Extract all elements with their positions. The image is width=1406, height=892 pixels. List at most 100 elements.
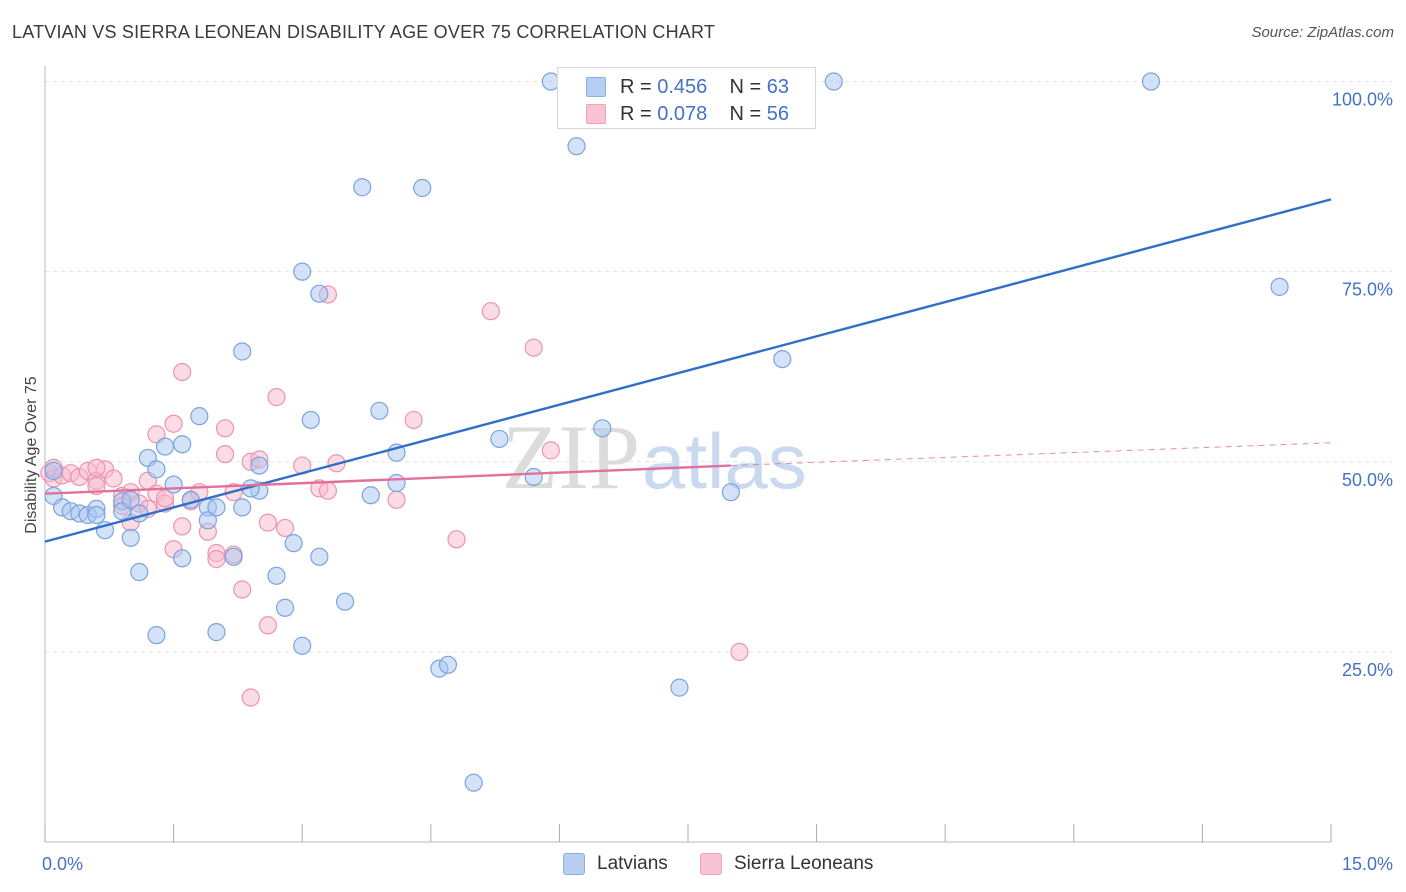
data-point-latvian	[233, 342, 252, 361]
data-point-latvian	[567, 137, 586, 156]
data-point-latvian	[670, 678, 689, 697]
data-point-latvian	[824, 72, 843, 91]
legend-label-sierra-leoneans: Sierra Leoneans	[734, 853, 874, 874]
data-point-latvian	[147, 626, 166, 645]
data-point-latvian	[224, 547, 243, 566]
data-point-latvian	[593, 419, 612, 438]
legend-n-value: 63	[766, 75, 790, 98]
legend-r-label: R =	[620, 75, 658, 98]
y-tick-label: 50.0%	[1342, 470, 1393, 490]
data-point-latvian	[198, 511, 217, 530]
data-point-latvian	[44, 461, 63, 480]
y-axis-label: Disability Age Over 75	[23, 376, 40, 534]
data-point-sierra-leonean	[173, 517, 192, 536]
data-point-sierra-leonean	[524, 338, 543, 357]
data-point-latvian	[173, 435, 192, 454]
data-point-latvian	[387, 473, 406, 493]
trend-line-sierra-leoneans	[730, 442, 1332, 467]
legend-text-latvians: R = 0.456 N = 63	[620, 76, 789, 99]
data-point-latvian	[87, 505, 106, 525]
legend-swatch-latvians	[563, 853, 585, 875]
data-point-latvian	[181, 490, 200, 509]
data-point-latvian	[130, 562, 149, 582]
data-point-sierra-leonean	[481, 302, 500, 321]
watermark-zip: ZIP	[502, 406, 640, 508]
series-sierra-leoneans	[40, 285, 749, 707]
trend-line-sierra-leoneans	[44, 464, 731, 495]
series-legend: Latvians Sierra Leoneans	[0, 850, 1406, 878]
trend-lines	[44, 198, 1332, 543]
data-point-latvian	[155, 437, 175, 456]
data-point-latvian	[335, 592, 355, 611]
source-credit: Source: ZipAtlas.com	[1251, 24, 1394, 41]
data-point-latvian	[310, 284, 329, 303]
y-tick-label: 75.0%	[1342, 280, 1393, 300]
data-point-sierra-leonean	[215, 445, 235, 464]
data-point-sierra-leonean	[233, 580, 252, 599]
x-tick-label: 0.0%	[42, 854, 83, 874]
data-point-latvian	[275, 598, 295, 617]
data-point-sierra-leonean	[404, 410, 423, 430]
chart-title: LATVIAN VS SIERRA LEONEAN DISABILITY AGE…	[12, 22, 716, 42]
legend-swatch-sierra-leoneans	[586, 104, 606, 124]
data-point-latvian	[464, 773, 483, 792]
data-point-sierra-leonean	[87, 458, 106, 477]
tick-labels: 25.0% 50.0% 75.0% 100.0% 0.0% 15.0%	[42, 90, 1393, 874]
data-point-latvian	[438, 655, 458, 674]
legend-n-value: 56	[766, 102, 790, 125]
watermark: ZIP atlas	[502, 406, 807, 508]
legend-label-latvians: Latvians	[597, 853, 668, 874]
y-tick-label: 25.0%	[1342, 660, 1393, 680]
data-point-sierra-leonean	[541, 441, 560, 460]
data-point-latvian	[301, 410, 320, 430]
data-point-latvian	[207, 623, 226, 642]
data-point-latvian	[147, 460, 166, 479]
data-point-sierra-leonean	[241, 688, 260, 707]
data-point-latvian	[173, 549, 192, 568]
data-point-latvian	[773, 349, 792, 369]
data-point-latvian	[284, 534, 303, 553]
y-tick-label: 100.0%	[1332, 90, 1393, 110]
data-point-latvian	[721, 483, 740, 502]
axes	[44, 66, 1332, 843]
data-point-sierra-leonean	[164, 414, 183, 433]
data-point-latvian	[207, 498, 226, 517]
data-point-latvian	[250, 456, 269, 475]
data-point-latvian	[130, 504, 149, 523]
data-point-latvian	[370, 401, 389, 420]
data-point-latvian	[361, 486, 380, 505]
data-point-latvian	[233, 498, 252, 517]
data-point-sierra-leonean	[104, 469, 123, 488]
legend-swatch-latvians	[586, 77, 606, 97]
data-point-sierra-leonean	[258, 616, 278, 635]
data-point-latvian	[164, 475, 183, 494]
grid-lines	[45, 81, 1392, 653]
data-point-sierra-leonean	[258, 513, 278, 532]
data-point-sierra-leonean	[173, 362, 192, 382]
legend-text-sierra: R = 0.078 N = 56	[620, 103, 789, 126]
data-point-sierra-leonean	[215, 419, 235, 438]
data-point-latvian	[121, 528, 140, 547]
data-point-sierra-leonean	[318, 481, 338, 500]
data-point-latvian	[524, 467, 543, 487]
data-point-latvian	[490, 429, 509, 449]
data-point-latvian	[353, 178, 372, 197]
legend-n-label: N =	[729, 102, 767, 125]
legend-n-label: N =	[729, 75, 767, 98]
legend-r-label: R =	[620, 102, 658, 125]
data-point-sierra-leonean	[207, 550, 226, 569]
data-point-latvian	[190, 407, 209, 426]
data-point-latvian	[1141, 72, 1161, 91]
x-tick-label: 15.0%	[1342, 854, 1393, 874]
data-point-sierra-leonean	[267, 388, 286, 407]
legend-swatch-sierra-leoneans	[700, 853, 722, 875]
legend-r-value: 0.456	[657, 75, 708, 98]
data-point-latvian	[310, 547, 329, 566]
data-point-sierra-leonean	[275, 518, 295, 538]
data-point-latvian	[413, 178, 432, 198]
data-point-latvian	[293, 636, 312, 655]
correlation-legend: R = 0.456 N = 63 R = 0.078 N = 56	[557, 67, 816, 129]
legend-r-value: 0.078	[657, 102, 708, 125]
data-point-latvian	[1270, 277, 1289, 296]
